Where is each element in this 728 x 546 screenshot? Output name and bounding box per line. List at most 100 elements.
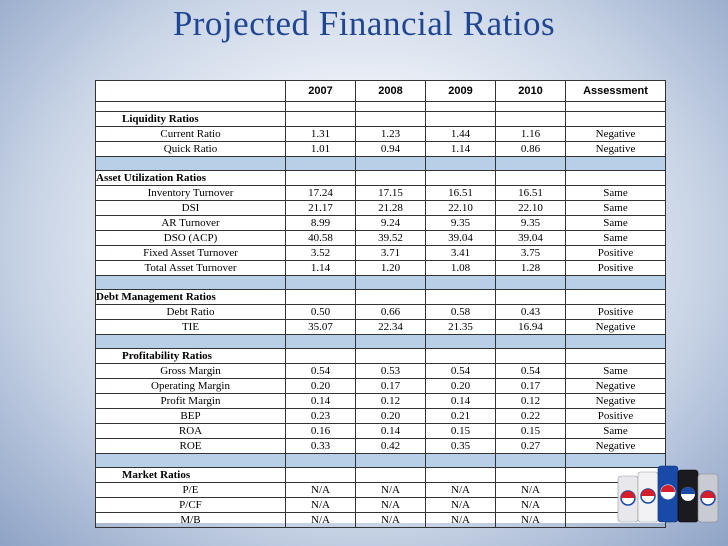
value-cell-2009: 0.15 xyxy=(425,423,496,439)
empty-cell xyxy=(425,467,496,483)
value-cell-2007: N/A xyxy=(285,482,356,498)
assessment-cell: Same xyxy=(565,215,666,231)
section-title: Debt Management Ratios xyxy=(95,289,286,305)
value-cell-2008: N/A xyxy=(355,512,426,528)
value-cell-2010: N/A xyxy=(495,512,566,528)
section-header-row: Debt Management Ratios xyxy=(95,289,666,305)
section-title: Profitability Ratios xyxy=(95,348,286,364)
table-row: ROA 0.16 0.14 0.15 0.15 Same xyxy=(95,423,666,439)
header-2008: 2008 xyxy=(355,80,426,102)
table-row: P/E N/A N/A N/A N/A xyxy=(95,482,666,498)
row-label: TIE xyxy=(95,319,286,335)
spacer-cell xyxy=(95,334,286,349)
value-cell-2008: 0.94 xyxy=(355,141,426,157)
spacer-cell xyxy=(285,101,356,112)
row-label: ROE xyxy=(95,438,286,454)
spacer-cell xyxy=(95,453,286,468)
spacer-cell xyxy=(425,156,496,171)
value-cell-2007: 17.24 xyxy=(285,185,356,201)
assessment-cell: Negative xyxy=(565,393,666,409)
value-cell-2008: N/A xyxy=(355,497,426,513)
value-cell-2008: 0.42 xyxy=(355,438,426,454)
can-5 xyxy=(697,473,719,523)
table-row: DSO (ACP) 40.58 39.52 39.04 39.04 Same xyxy=(95,230,666,246)
spacer-row xyxy=(95,156,666,171)
spacer-cell xyxy=(495,156,566,171)
spacer-cell xyxy=(355,101,426,112)
value-cell-2010: 0.22 xyxy=(495,408,566,424)
value-cell-2009: 22.10 xyxy=(425,200,496,216)
value-cell-2010: 1.28 xyxy=(495,260,566,276)
can-3 xyxy=(657,465,679,523)
value-cell-2008: 39.52 xyxy=(355,230,426,246)
spacer-row xyxy=(95,275,666,290)
value-cell-2008: 17.15 xyxy=(355,185,426,201)
assessment-cell: Negative xyxy=(565,438,666,454)
value-cell-2008: 0.20 xyxy=(355,408,426,424)
value-cell-2007: 3.52 xyxy=(285,245,356,261)
can-2 xyxy=(637,471,659,523)
value-cell-2007: 21.17 xyxy=(285,200,356,216)
empty-cell xyxy=(285,170,356,186)
value-cell-2010: 0.54 xyxy=(495,363,566,379)
empty-cell xyxy=(495,170,566,186)
value-cell-2007: 35.07 xyxy=(285,319,356,335)
spacer-cell xyxy=(95,101,286,112)
row-label: P/CF xyxy=(95,497,286,513)
spacer-cell xyxy=(565,334,666,349)
value-cell-2007: 1.01 xyxy=(285,141,356,157)
row-label: Profit Margin xyxy=(95,393,286,409)
value-cell-2010: 0.17 xyxy=(495,378,566,394)
section-header-row: Profitability Ratios xyxy=(95,348,666,364)
value-cell-2009: 9.35 xyxy=(425,215,496,231)
empty-cell xyxy=(285,467,356,483)
spacer-cell xyxy=(565,156,666,171)
value-cell-2008: N/A xyxy=(355,482,426,498)
assessment-cell: Same xyxy=(565,363,666,379)
spacer-cell xyxy=(495,101,566,112)
assessment-cell: Same xyxy=(565,230,666,246)
header-2007: 2007 xyxy=(285,80,356,102)
value-cell-2010: 0.12 xyxy=(495,393,566,409)
value-cell-2010: 0.86 xyxy=(495,141,566,157)
value-cell-2009: 3.41 xyxy=(425,245,496,261)
spacer-cell xyxy=(495,453,566,468)
assessment-cell: Positive xyxy=(565,304,666,320)
empty-cell xyxy=(425,170,496,186)
empty-cell xyxy=(565,348,666,364)
table-row: ROE 0.33 0.42 0.35 0.27 Negative xyxy=(95,438,666,454)
spacer-cell xyxy=(425,453,496,468)
spacer-cell xyxy=(495,334,566,349)
table-row: BEP 0.23 0.20 0.21 0.22 Positive xyxy=(95,408,666,424)
spacer-cell xyxy=(425,101,496,112)
value-cell-2010: 1.16 xyxy=(495,126,566,142)
slide-title: Projected Financial Ratios xyxy=(172,4,556,43)
value-cell-2007: N/A xyxy=(285,512,356,528)
value-cell-2007: 0.33 xyxy=(285,438,356,454)
value-cell-2009: 0.58 xyxy=(425,304,496,320)
value-cell-2007: 40.58 xyxy=(285,230,356,246)
empty-cell xyxy=(355,348,426,364)
empty-cell xyxy=(285,289,356,305)
value-cell-2008: 9.24 xyxy=(355,215,426,231)
value-cell-2010: 16.51 xyxy=(495,185,566,201)
value-cell-2009: 1.14 xyxy=(425,141,496,157)
row-label: Total Asset Turnover xyxy=(95,260,286,276)
spacer-cell xyxy=(95,275,286,290)
table-row: AR Turnover 8.99 9.24 9.35 9.35 Same xyxy=(95,215,666,231)
value-cell-2010: 3.75 xyxy=(495,245,566,261)
empty-cell xyxy=(495,111,566,127)
value-cell-2007: 0.14 xyxy=(285,393,356,409)
can-1 xyxy=(617,475,639,523)
table-row: Current Ratio 1.31 1.23 1.44 1.16 Negative xyxy=(95,126,666,142)
section-title: Liquidity Ratios xyxy=(95,111,286,127)
header-assessment: Assessment xyxy=(565,80,666,102)
value-cell-2010: 0.27 xyxy=(495,438,566,454)
value-cell-2010: 16.94 xyxy=(495,319,566,335)
assessment-cell: Same xyxy=(565,423,666,439)
value-cell-2008: 0.17 xyxy=(355,378,426,394)
value-cell-2009: 0.20 xyxy=(425,378,496,394)
ratios-table: 2007 2008 2009 2010 Assessment Liquidity… xyxy=(95,80,666,528)
empty-cell xyxy=(425,348,496,364)
row-label: BEP xyxy=(95,408,286,424)
